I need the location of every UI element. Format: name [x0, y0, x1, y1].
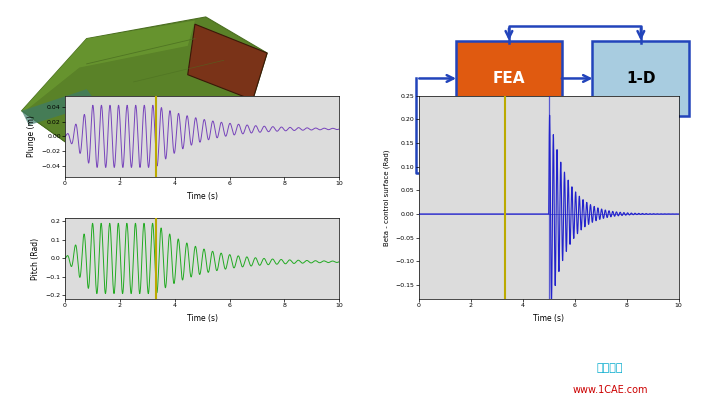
X-axis label: Time (s): Time (s) — [187, 314, 217, 323]
X-axis label: Time (s): Time (s) — [534, 314, 564, 323]
Polygon shape — [22, 82, 253, 147]
FancyBboxPatch shape — [592, 41, 690, 116]
Polygon shape — [22, 21, 195, 111]
Text: FEA: FEA — [492, 71, 525, 86]
Polygon shape — [188, 24, 267, 100]
Text: CFD: CFD — [492, 166, 526, 180]
Y-axis label: Plunge (m): Plunge (m) — [27, 116, 36, 157]
Text: www.1CAE.com: www.1CAE.com — [573, 385, 648, 395]
Y-axis label: Pitch (Rad): Pitch (Rad) — [31, 237, 40, 280]
Polygon shape — [22, 17, 267, 147]
Text: 仿真在线: 仿真在线 — [597, 363, 623, 373]
X-axis label: Time (s): Time (s) — [187, 192, 217, 201]
Y-axis label: Beta - control surface (Rad): Beta - control surface (Rad) — [383, 149, 390, 246]
FancyBboxPatch shape — [456, 138, 562, 208]
Text: 1-D: 1-D — [626, 71, 656, 86]
FancyBboxPatch shape — [456, 41, 562, 116]
Polygon shape — [22, 89, 97, 125]
